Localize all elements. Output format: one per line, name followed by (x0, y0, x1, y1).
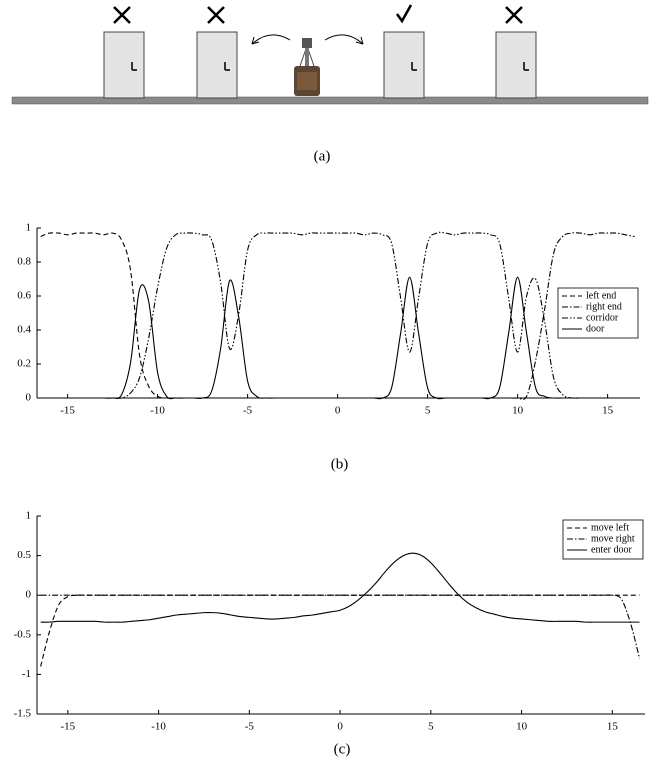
y-tick-label: -1 (22, 668, 31, 680)
x-tick-label: 5 (425, 405, 431, 417)
legend-label: door (586, 323, 605, 334)
handles (131, 62, 529, 71)
y-tick-label: -0.5 (14, 628, 32, 640)
legend-label: right end (586, 301, 622, 312)
arrows (251, 34, 364, 45)
chart: -1.5 -1 -0.5 0 0.5 1 -15 -10 -5 0 5 10 15 move leftmo… (14, 510, 645, 757)
line-series (40, 232, 635, 399)
x-tick-label: 10 (516, 721, 528, 733)
illustration: (a) (11, 4, 649, 164)
y-tick-label: 0.2 (17, 358, 31, 370)
legend-label: corridor (586, 312, 619, 323)
line-series (40, 594, 641, 659)
caption: (b) (331, 456, 349, 472)
x-tick-label: 5 (428, 721, 434, 733)
chart: 0 0.2 0.4 0.6 0.8 1 -15 -10 -5 0 5 10 15 left endrigh… (17, 222, 640, 472)
caption: (a) (314, 148, 331, 164)
y-tick-label: -1.5 (14, 708, 32, 720)
x-tick-label: -10 (150, 405, 165, 417)
x-tick-label: 0 (337, 721, 343, 733)
x-tick-label: -15 (61, 721, 76, 733)
legend-label: move right (591, 533, 635, 544)
doors (103, 31, 537, 99)
caption: (c) (334, 741, 351, 757)
x-tick-label: -5 (245, 721, 255, 733)
marks (113, 4, 523, 24)
legend-label: left end (586, 290, 616, 301)
y-tick-label: 0 (26, 589, 32, 601)
line-series (40, 231, 635, 399)
x-tick-label: 15 (607, 721, 619, 733)
robot (294, 38, 320, 96)
x-tick-label: -5 (243, 405, 253, 417)
x-tick-label: -10 (151, 721, 166, 733)
x-tick-label: -15 (60, 405, 75, 417)
y-tick-label: 1 (26, 222, 32, 234)
line-series (40, 232, 635, 401)
y-tick-label: 0.6 (17, 290, 31, 302)
y-tick-label: 0.4 (17, 324, 31, 336)
line-series (40, 552, 640, 623)
y-tick-label: 0.8 (17, 256, 31, 268)
line-series (40, 594, 640, 667)
x-tick-label: 0 (335, 405, 341, 417)
legend-label: move left (591, 522, 629, 533)
x-tick-label: 10 (512, 405, 524, 417)
y-tick-label: 0.5 (17, 549, 31, 561)
legend-label: enter door (591, 544, 632, 555)
x-tick-label: 15 (602, 405, 614, 417)
y-tick-label: 0 (26, 392, 32, 404)
y-tick-label: 1 (26, 510, 32, 522)
floor (11, 96, 649, 105)
line-series (40, 276, 635, 400)
